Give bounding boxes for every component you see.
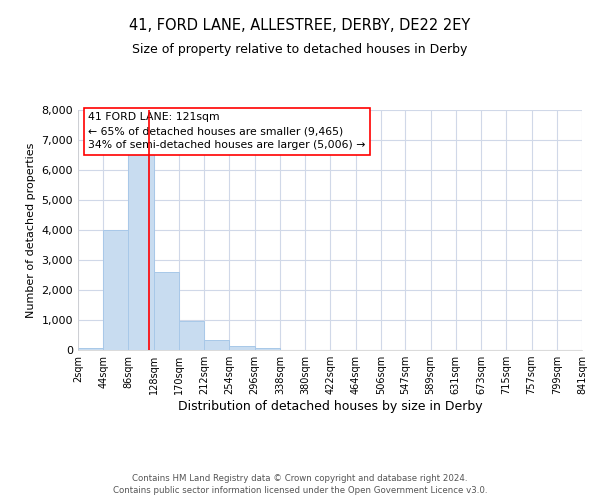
Bar [179, 320, 204, 350]
Bar [204, 340, 229, 350]
Bar [78, 348, 103, 350]
Text: Size of property relative to detached houses in Derby: Size of property relative to detached ho… [133, 42, 467, 56]
Text: Contains HM Land Registry data © Crown copyright and database right 2024.
Contai: Contains HM Land Registry data © Crown c… [113, 474, 487, 495]
Bar [229, 346, 254, 350]
Text: 41, FORD LANE, ALLESTREE, DERBY, DE22 2EY: 41, FORD LANE, ALLESTREE, DERBY, DE22 2E… [130, 18, 470, 32]
Bar [254, 348, 280, 350]
Bar [154, 272, 179, 350]
Text: 41 FORD LANE: 121sqm
← 65% of detached houses are smaller (9,465)
34% of semi-de: 41 FORD LANE: 121sqm ← 65% of detached h… [88, 112, 365, 150]
Bar [103, 230, 128, 350]
Y-axis label: Number of detached properties: Number of detached properties [26, 142, 36, 318]
Bar [128, 152, 154, 350]
X-axis label: Distribution of detached houses by size in Derby: Distribution of detached houses by size … [178, 400, 482, 413]
